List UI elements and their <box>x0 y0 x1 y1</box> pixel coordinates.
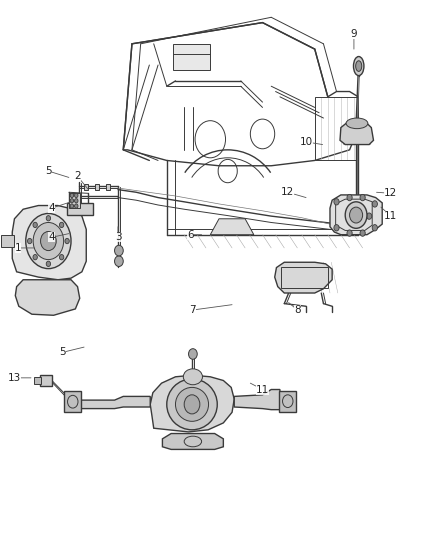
Text: 12: 12 <box>281 187 306 198</box>
Polygon shape <box>15 280 80 316</box>
Ellipse shape <box>356 61 362 71</box>
Bar <box>279 391 297 412</box>
Ellipse shape <box>372 224 378 231</box>
Ellipse shape <box>346 118 368 128</box>
Ellipse shape <box>188 349 197 359</box>
Bar <box>106 184 110 190</box>
Text: 12: 12 <box>377 188 398 198</box>
Ellipse shape <box>74 204 78 208</box>
Ellipse shape <box>70 199 74 203</box>
Polygon shape <box>210 219 254 235</box>
Bar <box>173 44 210 70</box>
Bar <box>1 235 14 247</box>
Ellipse shape <box>167 379 217 430</box>
Ellipse shape <box>347 195 352 201</box>
Bar <box>69 193 80 208</box>
Ellipse shape <box>46 216 50 221</box>
Polygon shape <box>162 433 223 449</box>
Polygon shape <box>12 206 86 280</box>
Text: 6: 6 <box>187 230 201 240</box>
Ellipse shape <box>26 214 71 269</box>
Text: 11: 11 <box>381 207 398 221</box>
Ellipse shape <box>65 238 69 244</box>
Text: 11: 11 <box>251 383 269 394</box>
Ellipse shape <box>372 201 378 207</box>
Ellipse shape <box>28 238 32 244</box>
Text: 9: 9 <box>350 29 357 49</box>
Text: 5: 5 <box>59 347 84 358</box>
Ellipse shape <box>345 202 367 228</box>
Bar <box>40 375 52 386</box>
Text: 3: 3 <box>115 227 121 243</box>
Ellipse shape <box>70 204 74 208</box>
Polygon shape <box>150 375 234 432</box>
Text: 7: 7 <box>190 305 232 315</box>
Text: 1: 1 <box>14 243 34 253</box>
Ellipse shape <box>334 224 339 231</box>
Text: 4: 4 <box>48 202 71 213</box>
Bar <box>64 391 81 413</box>
Polygon shape <box>234 390 280 410</box>
Ellipse shape <box>184 369 202 385</box>
Text: 10: 10 <box>300 137 322 147</box>
Ellipse shape <box>60 222 64 228</box>
Ellipse shape <box>74 193 78 198</box>
Ellipse shape <box>347 230 352 236</box>
Ellipse shape <box>60 255 64 260</box>
Ellipse shape <box>115 245 123 256</box>
Ellipse shape <box>115 256 123 266</box>
Ellipse shape <box>184 395 200 414</box>
Bar <box>84 184 88 190</box>
Text: 13: 13 <box>8 373 31 383</box>
Ellipse shape <box>33 255 37 260</box>
Ellipse shape <box>350 207 363 223</box>
Ellipse shape <box>70 193 74 198</box>
Ellipse shape <box>46 261 50 266</box>
Ellipse shape <box>33 222 37 228</box>
Ellipse shape <box>334 199 339 205</box>
Bar <box>315 97 358 160</box>
Text: 5: 5 <box>45 166 69 177</box>
Polygon shape <box>330 195 382 235</box>
Ellipse shape <box>353 56 364 76</box>
Ellipse shape <box>41 231 56 251</box>
Polygon shape <box>340 123 374 144</box>
Bar <box>34 377 41 384</box>
Ellipse shape <box>367 213 372 219</box>
Polygon shape <box>71 397 150 409</box>
Ellipse shape <box>176 387 208 421</box>
Text: 2: 2 <box>74 172 88 190</box>
Bar <box>67 203 93 215</box>
Ellipse shape <box>360 195 365 201</box>
Bar <box>95 184 99 190</box>
Bar <box>281 266 328 288</box>
Polygon shape <box>275 262 332 293</box>
Ellipse shape <box>33 222 64 260</box>
Ellipse shape <box>74 199 78 203</box>
Text: 4: 4 <box>48 232 69 243</box>
Text: 8: 8 <box>289 303 300 315</box>
Ellipse shape <box>360 230 365 236</box>
